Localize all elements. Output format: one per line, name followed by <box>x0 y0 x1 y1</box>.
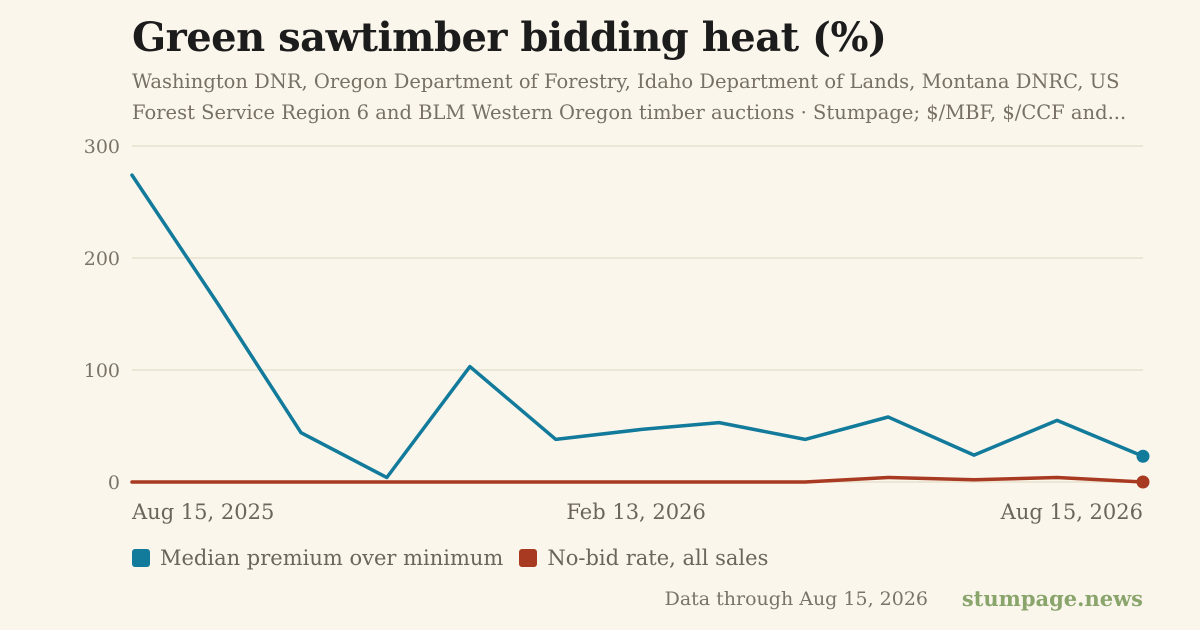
series-end-point-0 <box>1136 449 1150 463</box>
y-tick-label-300: 300 <box>84 136 120 158</box>
legend: Median premium over minimum No-bid rate,… <box>132 546 784 570</box>
series-end-point-1 <box>1136 475 1150 489</box>
series-line-0 <box>130 173 1145 480</box>
chart-subtitle: Washington DNR, Oregon Department of For… <box>132 70 1127 124</box>
y-tick-label-0: 0 <box>108 472 120 494</box>
legend-label-no-bid: No-bid rate, all sales <box>547 546 769 570</box>
series-line-1 <box>130 475 1145 484</box>
chart-title: Green sawtimber bidding heat (%) <box>132 14 887 61</box>
y-tick-label-100: 100 <box>84 360 120 382</box>
x-tick-label-0: Aug 15, 2025 <box>131 500 274 524</box>
data-through-note: Data through Aug 15, 2026 <box>664 588 928 610</box>
x-axis-ticks: Aug 15, 2025 Feb 13, 2026 Aug 15, 2026 <box>131 500 1143 524</box>
series-group <box>130 173 1150 489</box>
x-tick-label-2: Aug 15, 2026 <box>1000 500 1143 524</box>
x-tick-label-1: Feb 13, 2026 <box>566 500 705 524</box>
brand-link[interactable]: stumpage.news <box>961 586 1143 611</box>
legend-label-premium: Median premium over minimum <box>160 546 504 570</box>
y-axis-ticks: 0 100 200 300 <box>84 136 120 494</box>
y-tick-label-200: 200 <box>84 248 120 270</box>
legend-item-no-bid: No-bid rate, all sales <box>519 546 768 570</box>
legend-swatch-no-bid <box>519 549 538 567</box>
legend-swatch-premium <box>132 549 150 567</box>
legend-item-premium: Median premium over minimum <box>132 546 503 570</box>
